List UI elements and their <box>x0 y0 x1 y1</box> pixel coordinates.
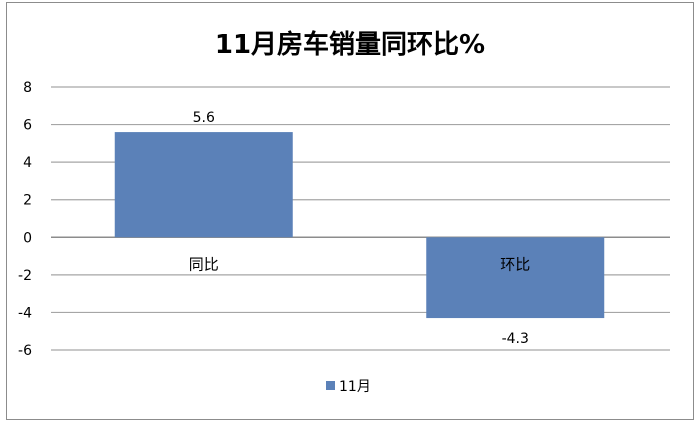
chart-frame <box>6 2 694 420</box>
data-label: -4.3 <box>502 331 529 347</box>
y-tick-label: 4 <box>23 155 32 171</box>
chart-title: 11月房车销量同环比% <box>214 30 486 60</box>
data-label: 5.6 <box>193 110 215 126</box>
category-label: 环比 <box>500 255 530 273</box>
y-tick-label: -4 <box>18 305 32 321</box>
y-tick-label: -2 <box>18 268 32 284</box>
y-tick-label: 6 <box>23 118 32 134</box>
y-tick-label: 8 <box>23 80 32 96</box>
y-tick-label: 0 <box>23 230 32 246</box>
y-tick-label: 2 <box>23 193 32 209</box>
bar-环比 <box>426 237 605 319</box>
legend-swatch <box>326 381 335 390</box>
legend-label: 11月 <box>339 379 371 395</box>
y-tick-label: -6 <box>18 343 32 359</box>
bar-同比 <box>114 132 293 238</box>
category-label: 同比 <box>189 255 219 273</box>
